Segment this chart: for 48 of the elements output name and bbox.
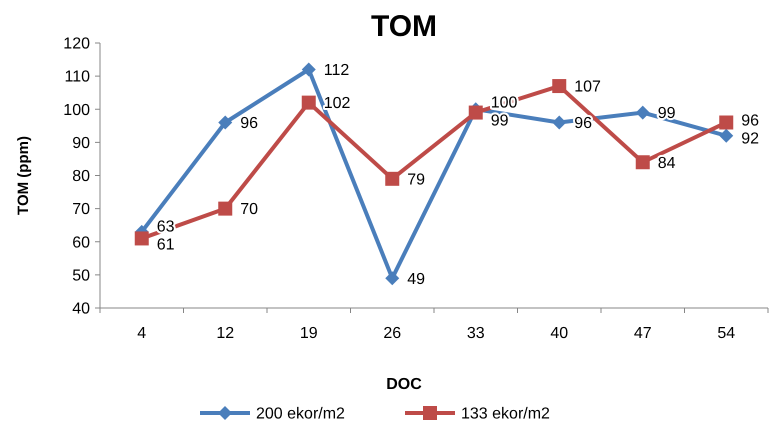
data-label: 99 — [490, 112, 509, 130]
data-label: 96 — [240, 115, 258, 132]
point — [302, 62, 316, 76]
x-tick-label: 26 — [383, 325, 402, 342]
data-label: 49 — [407, 270, 426, 288]
x-tick-label: 33 — [466, 325, 485, 342]
y-tick-label: 120 — [63, 36, 90, 53]
data-label: 102 — [324, 95, 351, 112]
y-tick-label: 100 — [63, 102, 90, 119]
x-tick-label: 54 — [717, 325, 736, 342]
legend-label: 200 ekor/m2 — [256, 406, 346, 423]
x-tick-label: 40 — [550, 325, 568, 342]
point — [385, 172, 400, 186]
point — [552, 116, 566, 130]
data-label: 84 — [658, 154, 676, 172]
point — [719, 128, 734, 143]
y-tick-label: 50 — [72, 267, 90, 284]
y-tick-label: 80 — [72, 168, 90, 186]
y-axis-title: TOM (ppm) — [15, 136, 32, 215]
point — [468, 106, 483, 120]
point — [385, 271, 400, 286]
x-tick-label: 19 — [300, 325, 318, 342]
chart-title: TOM — [370, 10, 438, 43]
point — [552, 79, 566, 94]
point — [218, 202, 232, 216]
point — [218, 116, 232, 130]
data-label: 92 — [741, 130, 760, 148]
y-tick-label: 90 — [72, 134, 90, 152]
point — [636, 155, 650, 170]
y-tick-label: 60 — [72, 234, 90, 252]
data-label: 70 — [240, 201, 258, 218]
data-label: 112 — [324, 62, 350, 80]
x-tick-label: 47 — [634, 325, 652, 342]
point — [636, 106, 650, 120]
point — [302, 96, 316, 110]
point — [719, 116, 734, 130]
x-tick-label: 4 — [137, 325, 146, 342]
y-tick-label: 40 — [72, 300, 90, 318]
x-axis-title: DOC — [386, 376, 422, 393]
y-tick-label: 70 — [72, 201, 90, 218]
x-tick-label: 12 — [216, 325, 234, 342]
y-tick-label: 110 — [64, 68, 90, 86]
data-label: 79 — [407, 171, 426, 188]
point — [134, 231, 149, 246]
data-label: 96 — [741, 112, 760, 130]
data-label: 61 — [156, 236, 175, 254]
data-label: 107 — [574, 78, 602, 96]
legend-label: 133 ekor/m2 — [461, 406, 550, 423]
